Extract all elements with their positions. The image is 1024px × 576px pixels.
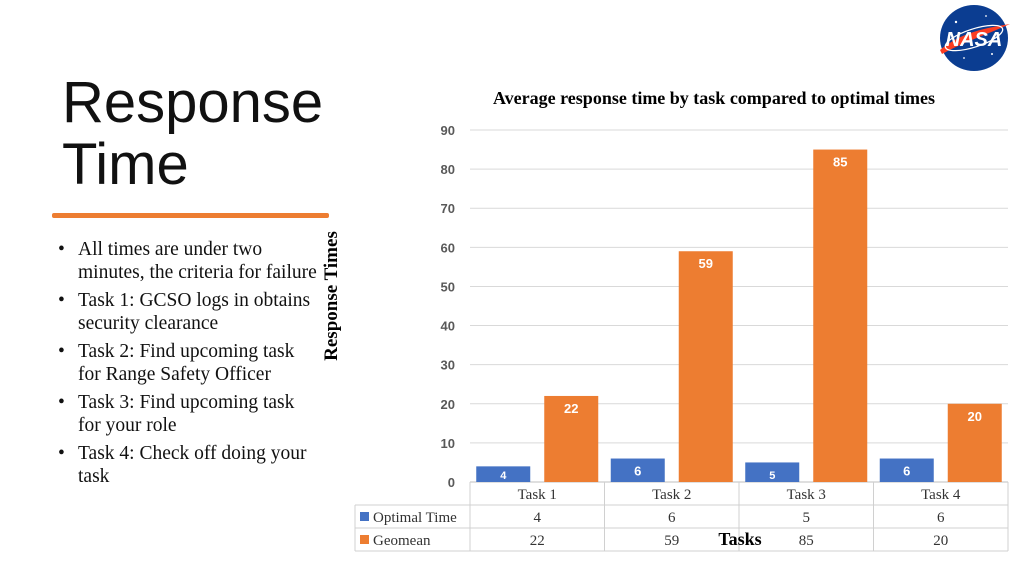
- data-table: Task 1 Task 2 Task 3 Task 4 Optimal Time 4 6 5 6…: [354, 482, 1009, 552]
- data-label: 22: [564, 401, 578, 416]
- slide-title-line-2: Time: [62, 132, 189, 197]
- y-axis-ticks: 0 10 20 30 40 50 60 70 80 90: [441, 123, 455, 490]
- bar-optimal-time: [879, 458, 934, 482]
- data-label: 59: [699, 256, 713, 271]
- legend-label: Geomean: [373, 533, 431, 549]
- data-label: 4: [500, 470, 507, 482]
- legend-label: Optimal Time: [373, 510, 457, 526]
- bar-geomean: [678, 251, 733, 482]
- data-label: 85: [833, 155, 847, 170]
- bar-geomean: [544, 395, 599, 482]
- table-cell: 22: [530, 533, 545, 549]
- y-tick-label: 70: [441, 201, 455, 216]
- bullet-item: Task 3: Find upcoming task for your role: [58, 391, 320, 437]
- x-tick-label: Task 4: [921, 487, 961, 503]
- table-cell: 59: [664, 533, 679, 549]
- data-label: 20: [968, 409, 982, 424]
- x-axis-label: Tasks: [718, 529, 761, 549]
- bar-optimal-time: [476, 466, 531, 482]
- legend-swatch: [360, 512, 369, 521]
- bullet-list: All times are under two minutes, the cri…: [58, 238, 320, 493]
- table-cell: 4: [534, 510, 542, 526]
- bar-geomean: [947, 403, 1002, 482]
- legend-swatch: [360, 535, 369, 544]
- table-cell: 6: [937, 510, 945, 526]
- bar-geomean: [813, 149, 868, 483]
- table-cell: 6: [668, 510, 676, 526]
- bars: 4 6 5 6 22 59 85 20: [476, 149, 1002, 483]
- slide-title-line-1: Response: [62, 70, 324, 135]
- data-label: 5: [769, 470, 775, 482]
- x-tick-label: Task 1: [518, 487, 557, 503]
- x-tick-label: Task 2: [652, 487, 691, 503]
- y-tick-label: 0: [448, 475, 455, 490]
- bar-optimal-time: [610, 458, 665, 482]
- table-cell: 85: [799, 533, 814, 549]
- bar-optimal-time: [745, 462, 800, 482]
- bullet-item: Task 4: Check off doing your task: [58, 442, 320, 488]
- nasa-logo-icon: NASA: [940, 5, 1010, 71]
- y-tick-label: 90: [441, 123, 455, 138]
- x-tick-label: Task 3: [787, 487, 826, 503]
- bullet-item: All times are under two minutes, the cri…: [58, 238, 320, 284]
- y-tick-label: 20: [441, 397, 455, 412]
- table-cell: 5: [803, 510, 811, 526]
- slide-title: Response Time: [62, 72, 323, 196]
- y-axis-label: Response Times: [321, 231, 342, 361]
- y-tick-label: 60: [441, 240, 455, 255]
- y-tick-label: 50: [441, 279, 455, 294]
- table-cell: 20: [933, 533, 948, 549]
- bullet-item: Task 2: Find upcoming task for Range Saf…: [58, 340, 320, 386]
- bullet-item: Task 1: GCSO logs in obtains security cl…: [58, 289, 320, 335]
- y-tick-label: 80: [441, 162, 455, 177]
- title-accent-line: [52, 213, 329, 218]
- data-label: 6: [903, 464, 910, 479]
- y-tick-label: 40: [441, 319, 455, 334]
- chart-title: Average response time by task compared t…: [493, 88, 935, 108]
- y-tick-label: 30: [441, 358, 455, 373]
- data-label: 6: [634, 464, 641, 479]
- y-tick-label: 10: [441, 436, 455, 451]
- nasa-logo-text: NASA: [946, 29, 1003, 51]
